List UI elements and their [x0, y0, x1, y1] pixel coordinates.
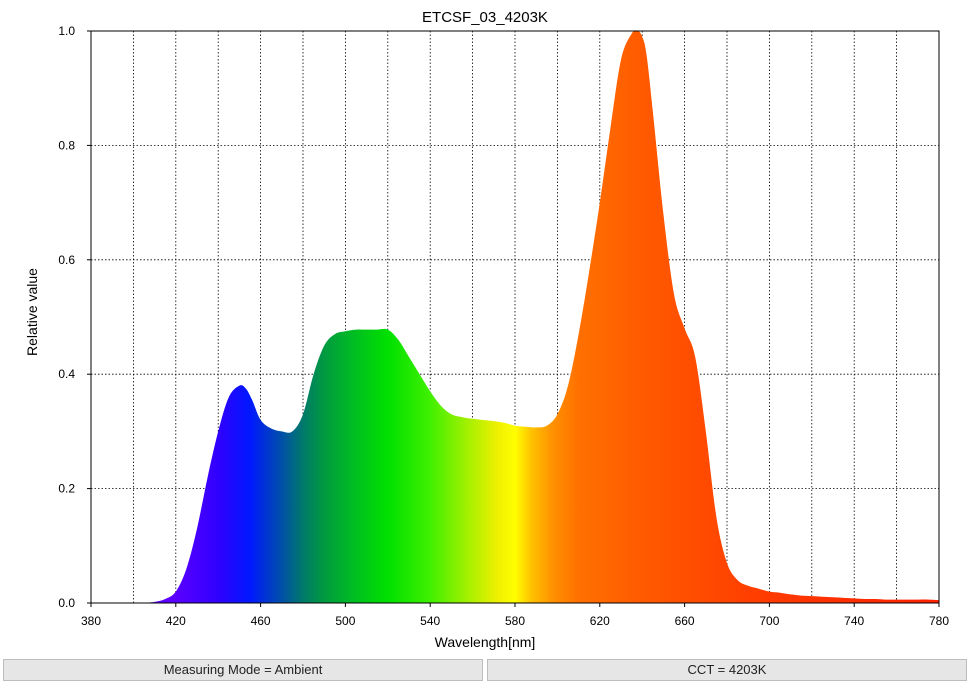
x-tick-label: 700	[759, 614, 779, 628]
chart-title: ETCSF_03_4203K	[422, 9, 548, 26]
x-tick-label: 420	[166, 614, 186, 628]
y-tick-label: 1.0	[58, 24, 75, 38]
spectrum-chart: ETCSF_03_4203K 380 420 460 500 540 580 620 660 7…	[24, 9, 949, 650]
x-tick-label: 740	[844, 614, 864, 628]
y-tick-label: 0.8	[58, 138, 75, 152]
y-axis-ticks: 0.0 0.2 0.4 0.6 0.8 1.0	[58, 24, 91, 610]
x-axis-ticks: 380 420 460 500 540 580 620 660 700 740 780	[81, 603, 949, 628]
y-tick-label: 0.4	[58, 367, 75, 381]
measuring-mode-status: Measuring Mode = Ambient	[3, 659, 483, 681]
x-tick-label: 660	[675, 614, 695, 628]
cct-status: CCT = 4203K	[487, 659, 967, 681]
x-tick-label: 780	[929, 614, 949, 628]
x-tick-label: 460	[251, 614, 271, 628]
spectrum-area	[144, 30, 939, 604]
x-axis-label: Wavelength[nm]	[435, 634, 536, 650]
x-tick-label: 540	[420, 614, 440, 628]
status-bar: Measuring Mode = Ambient CCT = 4203K	[0, 658, 970, 683]
x-tick-label: 380	[81, 614, 101, 628]
y-tick-label: 0.6	[58, 253, 75, 267]
x-tick-label: 620	[590, 614, 610, 628]
x-tick-label: 580	[505, 614, 525, 628]
y-tick-label: 0.2	[58, 482, 75, 496]
x-tick-label: 500	[335, 614, 355, 628]
y-tick-label: 0.0	[58, 596, 75, 610]
y-axis-label: Relative value	[24, 268, 40, 356]
